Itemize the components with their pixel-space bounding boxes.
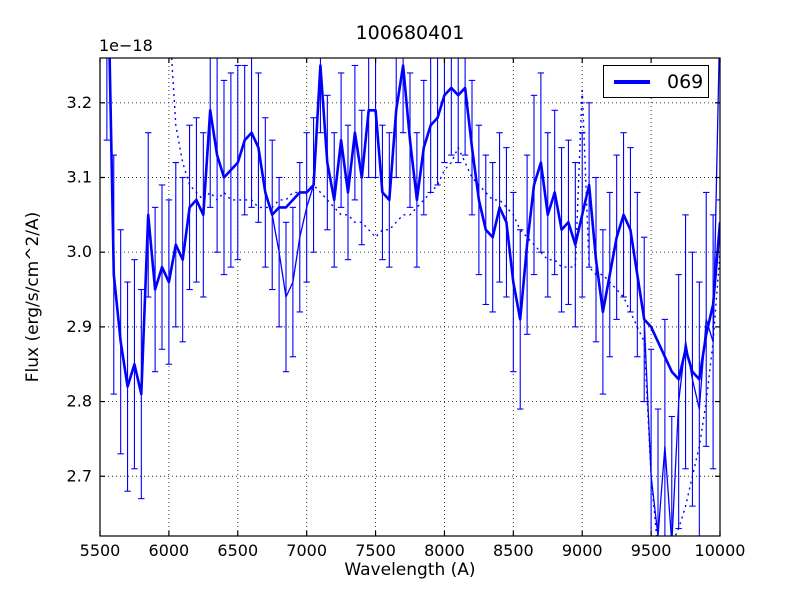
y-tick-label: 3.0 [67, 242, 92, 261]
y-axis-label: Flux (erg/s/cm^2/A) [23, 211, 43, 383]
axes-frame [99, 57, 721, 537]
tick-marks [99, 58, 721, 536]
x-axis-label: Wavelength (A) [344, 560, 476, 580]
x-tick-label: 8500 [493, 541, 534, 560]
legend-line-sample-icon [614, 79, 650, 84]
series-dotted [170, 58, 720, 536]
y-tick-label: 2.9 [67, 317, 92, 336]
x-tick-label: 6000 [149, 541, 190, 560]
y-tick-label: 2.7 [67, 466, 92, 485]
y-tick-label: 3.2 [67, 93, 92, 112]
x-tick-label: 8000 [424, 541, 465, 560]
plot-title: 100680401 [355, 22, 465, 44]
x-tick-label: 7500 [355, 541, 396, 560]
series-smoothed-069 [108, 58, 720, 396]
y-tick-label: 3.1 [67, 168, 92, 187]
x-tick-label: 10000 [695, 541, 746, 560]
legend-label: 069 [667, 70, 704, 93]
x-tick-label: 9500 [631, 541, 672, 560]
x-tick-label: 6500 [217, 541, 258, 560]
x-tick-label: 5500 [80, 541, 121, 560]
x-tick-label: 9000 [562, 541, 603, 560]
x-tick-label: 7000 [286, 541, 327, 560]
tick-labels: 5500 6000 6500 7000 7500 8000 8500 9000 9500 1000… [67, 93, 746, 560]
y-tick-label: 2.8 [67, 392, 92, 411]
legend: 069 [603, 65, 709, 98]
y-axis-offset-label: 1e−18 [99, 36, 153, 55]
